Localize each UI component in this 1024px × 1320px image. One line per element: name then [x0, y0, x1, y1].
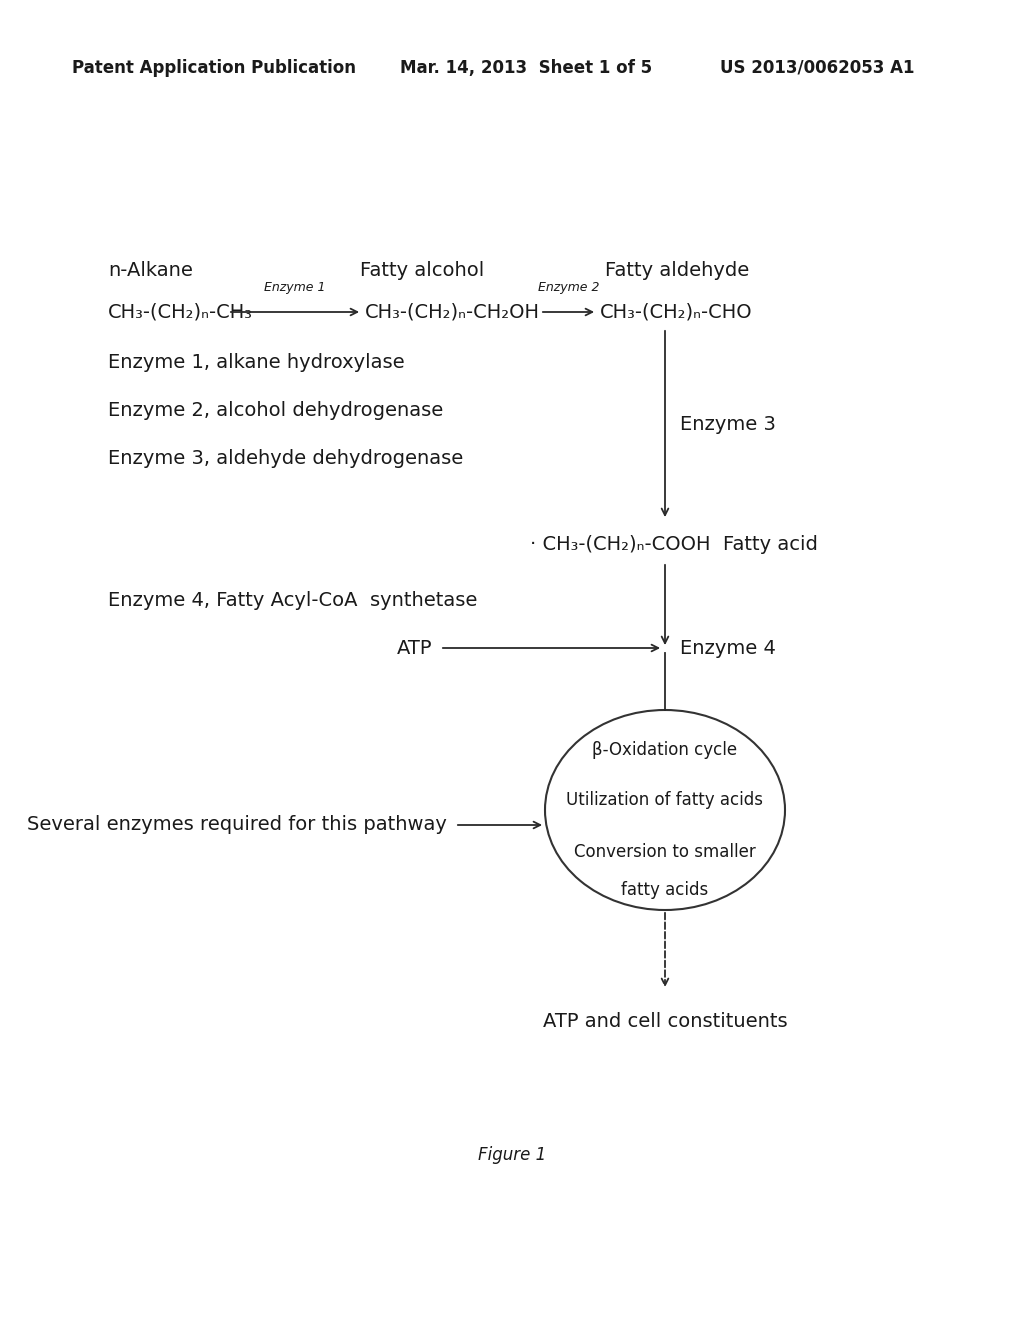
Text: ATP: ATP — [396, 639, 432, 657]
Text: · CH₃-(CH₂)ₙ-COOH  Fatty acid: · CH₃-(CH₂)ₙ-COOH Fatty acid — [530, 536, 818, 554]
Text: Figure 1: Figure 1 — [478, 1146, 546, 1164]
Text: Mar. 14, 2013  Sheet 1 of 5: Mar. 14, 2013 Sheet 1 of 5 — [400, 59, 652, 77]
Text: Enzyme 1: Enzyme 1 — [264, 281, 326, 294]
Text: Fatty alcohol: Fatty alcohol — [360, 260, 484, 280]
Text: n-Alkane: n-Alkane — [108, 260, 193, 280]
Text: CH₃-(CH₂)ₙ-CH₃: CH₃-(CH₂)ₙ-CH₃ — [108, 302, 253, 322]
Text: Enzyme 2, alcohol dehydrogenase: Enzyme 2, alcohol dehydrogenase — [108, 400, 443, 420]
Text: Enzyme 4: Enzyme 4 — [680, 639, 776, 657]
Text: Several enzymes required for this pathway: Several enzymes required for this pathwa… — [27, 816, 447, 834]
Text: fatty acids: fatty acids — [622, 880, 709, 899]
Text: Conversion to smaller: Conversion to smaller — [574, 843, 756, 861]
Text: CH₃-(CH₂)ₙ-CHO: CH₃-(CH₂)ₙ-CHO — [600, 302, 753, 322]
Text: ATP and cell constituents: ATP and cell constituents — [543, 1012, 787, 1031]
Text: Enzyme 3, aldehyde dehydrogenase: Enzyme 3, aldehyde dehydrogenase — [108, 449, 463, 467]
Text: β-Oxidation cycle: β-Oxidation cycle — [593, 741, 737, 759]
Text: Enzyme 3: Enzyme 3 — [680, 414, 776, 433]
Text: US 2013/0062053 A1: US 2013/0062053 A1 — [720, 59, 914, 77]
Text: Utilization of fatty acids: Utilization of fatty acids — [566, 791, 764, 809]
Text: Enzyme 2: Enzyme 2 — [538, 281, 599, 294]
Text: Enzyme 1, alkane hydroxylase: Enzyme 1, alkane hydroxylase — [108, 352, 404, 371]
Text: CH₃-(CH₂)ₙ-CH₂OH: CH₃-(CH₂)ₙ-CH₂OH — [365, 302, 540, 322]
Text: Fatty aldehyde: Fatty aldehyde — [605, 260, 750, 280]
Text: Patent Application Publication: Patent Application Publication — [72, 59, 356, 77]
Text: Enzyme 4, Fatty Acyl-CoA  synthetase: Enzyme 4, Fatty Acyl-CoA synthetase — [108, 590, 477, 610]
